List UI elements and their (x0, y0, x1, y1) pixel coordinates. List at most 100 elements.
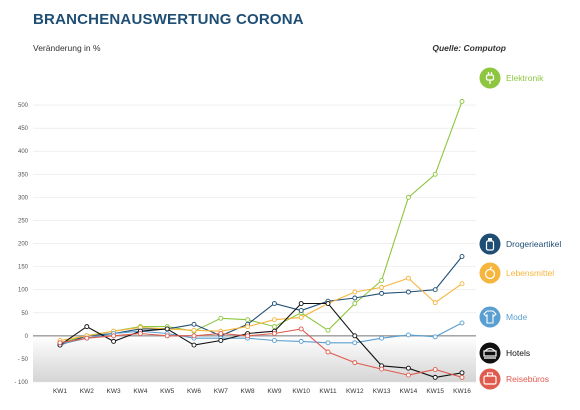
data-point (218, 331, 224, 336)
data-point (432, 300, 438, 306)
legend-label: Reisebüros (506, 374, 549, 384)
data-point (218, 315, 224, 321)
legend-label: Hotels (506, 348, 530, 358)
data-point (298, 308, 304, 313)
data-point (405, 194, 411, 200)
data-point (405, 275, 411, 281)
data-point (271, 331, 277, 336)
x-tick-label: KW12 (346, 388, 364, 395)
legend-item-elektronik: Elektronik (479, 67, 544, 89)
data-point (191, 333, 197, 339)
y-tick-label: 350 (18, 172, 29, 178)
data-point (405, 372, 411, 378)
data-point (459, 98, 465, 104)
series-line (59, 256, 463, 346)
y-tick-label: 400 (18, 149, 29, 155)
data-point (405, 289, 411, 295)
data-point (298, 301, 304, 306)
y-tick-label: 200 (18, 242, 29, 248)
x-tick-label: KW11 (319, 388, 337, 395)
data-point (191, 327, 197, 333)
y-tick-label: 0 (25, 334, 29, 340)
legend: Elektronik Drogerieartikel Lebensmittel Mod… (479, 67, 561, 390)
data-point (379, 335, 385, 341)
data-point (164, 333, 170, 339)
series-elektronik (57, 98, 465, 346)
legend-label: Drogerieartikel (506, 239, 561, 249)
legend-item-mode: Mode (479, 306, 528, 328)
data-point (111, 338, 117, 344)
y-axis-label: Veränderung in % (33, 43, 101, 53)
data-point (432, 171, 438, 177)
legend-label: Mode (506, 312, 528, 322)
apple-icon (479, 262, 501, 284)
data-point (164, 326, 170, 332)
suitcase-icon (479, 368, 501, 390)
data-point (111, 333, 117, 339)
x-tick-label: KW7 (214, 388, 228, 395)
x-tick-label: KW8 (241, 388, 255, 395)
data-point (298, 338, 304, 344)
data-point (245, 317, 251, 323)
chart-title: BRANCHENAUSWERTUNG CORONA (33, 11, 304, 28)
y-tick-label: - 100 (14, 380, 28, 386)
data-point (298, 314, 304, 320)
data-point (459, 320, 465, 326)
data-point (325, 327, 331, 333)
data-point (325, 340, 331, 346)
legend-item-reisebüros: Reisebüros (479, 368, 549, 390)
y-tick-label: 150 (18, 265, 29, 271)
data-point (405, 332, 411, 338)
series-line (59, 101, 463, 344)
data-point (245, 333, 251, 339)
x-tick-label: KW15 (426, 388, 444, 395)
data-point (379, 290, 385, 296)
data-point (218, 338, 224, 343)
data-point (325, 301, 331, 306)
series-line (59, 302, 463, 378)
series-line (59, 277, 463, 342)
data-point (84, 324, 90, 330)
data-point (379, 366, 385, 372)
data-point (352, 289, 358, 295)
data-point (352, 340, 358, 346)
x-tick-label: KW14 (400, 388, 418, 395)
x-tick-label: KW5 (160, 388, 174, 395)
data-point (191, 342, 197, 348)
x-tick-label: KW3 (107, 388, 121, 395)
data-point (459, 254, 465, 259)
data-point (352, 295, 358, 301)
data-point (191, 321, 197, 327)
bottle-icon (479, 233, 501, 255)
y-axis: - 100 - 50 0 50 100 150 200 250 300 350 400 450 500 (14, 103, 28, 386)
legend-label: Lebensmittel (506, 268, 554, 278)
data-point (245, 324, 251, 330)
y-tick-label: 50 (21, 311, 28, 317)
y-tick-label: 300 (18, 195, 29, 201)
series-line (59, 322, 463, 345)
legend-item-lebensmittel: Lebensmittel (479, 262, 554, 284)
data-point (379, 284, 385, 290)
legend-label: Elektronik (506, 73, 544, 83)
data-point (352, 360, 358, 366)
y-tick-label: 450 (18, 126, 29, 132)
data-point (432, 287, 438, 293)
data-point (405, 365, 411, 371)
data-point (459, 281, 465, 287)
y-tick-label: 500 (18, 103, 29, 109)
series-line (59, 328, 463, 378)
legend-item-drogerieartikel: Drogerieartikel (479, 233, 561, 255)
legend-item-hotels: Hotels (479, 342, 530, 364)
x-tick-label: KW16 (453, 388, 471, 395)
data-point (432, 374, 438, 380)
x-tick-label: KW10 (292, 388, 310, 395)
data-point (84, 335, 90, 341)
data-point (271, 301, 277, 306)
data-point (271, 324, 277, 330)
source-note: Quelle: Computop (432, 43, 506, 53)
y-tick-label: 250 (18, 218, 29, 224)
data-point (352, 333, 358, 339)
data-point (459, 370, 465, 376)
data-point (325, 349, 331, 355)
